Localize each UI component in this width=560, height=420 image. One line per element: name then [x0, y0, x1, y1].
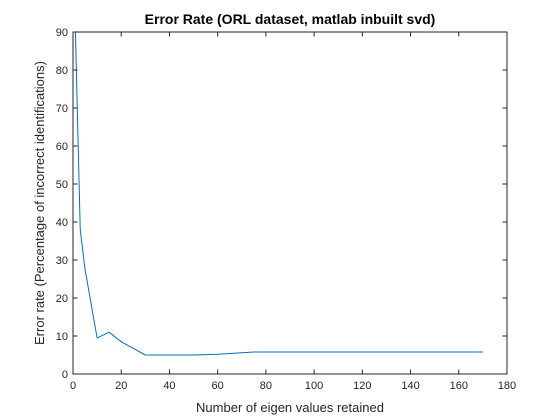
- y-tick-label: 20: [56, 293, 68, 305]
- y-tick-label: 30: [56, 255, 68, 267]
- x-tick-label: 180: [498, 380, 516, 392]
- x-tick-label: 80: [260, 380, 272, 392]
- y-tick-label: 70: [56, 103, 68, 115]
- y-tick-label: 10: [56, 331, 68, 343]
- series-line-1: [74, 31, 483, 356]
- x-tick-label: 160: [450, 380, 468, 392]
- x-tick-label: 40: [163, 380, 175, 392]
- x-axis-ticks: 0 20 40 60 80 100 120 140 160 180: [70, 32, 516, 392]
- x-tick-label: 60: [212, 380, 224, 392]
- y-tick-label: 80: [56, 65, 68, 77]
- y-tick-label: 40: [56, 217, 68, 229]
- x-tick-label: 0: [70, 380, 76, 392]
- plot-area: [72, 31, 508, 375]
- series-layer: [74, 31, 483, 356]
- y-axis-ticks: 0 10 20 30 40 50 60 70 80 90: [56, 27, 507, 381]
- y-axis-label: Error rate (Percentage of incorrect iden…: [32, 61, 47, 345]
- x-tick-label: 100: [305, 380, 323, 392]
- chart-title: Error Rate (ORL dataset, matlab inbuilt …: [145, 11, 436, 27]
- y-tick-label: 50: [56, 179, 68, 191]
- x-tick-label: 120: [353, 380, 371, 392]
- y-tick-label: 0: [62, 369, 68, 381]
- x-tick-label: 140: [401, 380, 419, 392]
- x-axis-label: Number of eigen values retained: [196, 400, 384, 415]
- y-tick-label: 60: [56, 141, 68, 153]
- y-tick-label: 90: [56, 27, 68, 39]
- x-tick-label: 20: [115, 380, 127, 392]
